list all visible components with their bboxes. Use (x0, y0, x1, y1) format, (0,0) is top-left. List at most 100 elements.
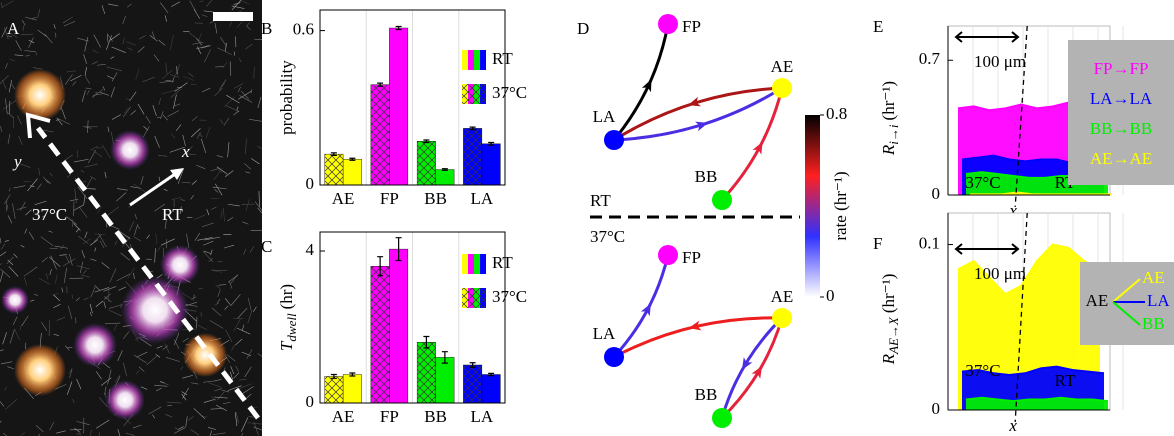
scale-arrow (954, 31, 1020, 43)
fiber (246, 349, 253, 359)
fiber (108, 309, 122, 317)
fiber (107, 33, 109, 43)
edge (613, 86, 783, 142)
fiber (89, 303, 93, 314)
fiber (95, 371, 102, 380)
fiber (113, 324, 118, 331)
fiber (6, 256, 14, 265)
x-tick-label: AE (332, 407, 355, 426)
y-label-main: R (879, 353, 898, 365)
legend-swatch (468, 254, 474, 274)
fiber (157, 246, 161, 252)
fiber (64, 345, 70, 351)
fiber (143, 126, 150, 138)
y-tick-label: 0 (306, 174, 315, 193)
fiber (200, 138, 207, 154)
fiber (33, 294, 39, 296)
x-tick-label: LA (471, 407, 494, 426)
fiber (254, 38, 262, 40)
fiber (194, 232, 200, 241)
region-label: 37°C (965, 173, 1000, 192)
fiber (197, 46, 202, 54)
fiber (153, 54, 160, 62)
fiber (210, 249, 213, 256)
fiber (81, 90, 86, 102)
fiber (217, 47, 232, 55)
node-label: BB (695, 167, 718, 186)
y-axis-label: Ri→i (hr⁻¹) (879, 81, 901, 156)
fiber (161, 69, 173, 80)
fiber (126, 41, 136, 46)
y-tick-label: 0.1 (919, 233, 940, 252)
y-tick-label: 4 (306, 240, 315, 259)
edge-arrow (752, 141, 763, 155)
fiber (184, 153, 196, 156)
fiber (241, 324, 245, 332)
fiber (69, 198, 79, 202)
fiber (222, 401, 231, 405)
fiber (170, 88, 182, 98)
bar-hatch (324, 376, 344, 403)
fiber (82, 238, 91, 245)
fiber (245, 171, 251, 174)
node (604, 130, 624, 150)
fiber (191, 128, 201, 138)
fiber (182, 337, 189, 343)
fiber (17, 115, 22, 125)
fiber (205, 0, 213, 7)
fiber (209, 430, 212, 436)
fiber (220, 209, 223, 219)
y-label-unit: (hr⁻¹) (879, 274, 898, 314)
fiber (122, 37, 125, 45)
fiber (245, 43, 253, 50)
fiber (67, 346, 73, 349)
fiber (225, 42, 227, 52)
fiber (253, 426, 262, 431)
fiber (208, 382, 222, 388)
x-tick-label: BB (424, 189, 447, 208)
fiber (233, 319, 241, 332)
fiber (89, 311, 92, 317)
plot-frame (319, 231, 506, 404)
x-tick-label: LA (471, 189, 494, 208)
fiber (0, 349, 4, 352)
fiber (198, 32, 202, 40)
fiber (120, 303, 122, 309)
legend-label: BB (1142, 314, 1165, 333)
fiber (84, 66, 87, 76)
node-label: AE (771, 57, 794, 76)
fiber (69, 277, 84, 279)
fiber (68, 368, 73, 374)
legend-label: RT (492, 253, 513, 272)
y-label-main: T (277, 340, 296, 351)
fiber (182, 31, 190, 33)
fiber (135, 68, 140, 80)
fiber (178, 426, 184, 430)
fiber (102, 86, 106, 91)
fiber (223, 244, 235, 249)
group-label: RT (590, 191, 611, 210)
fiber (257, 145, 262, 150)
fiber (137, 46, 145, 53)
fiber (175, 64, 181, 76)
legend-label: FP→FP (1094, 59, 1149, 78)
fiber (90, 287, 96, 298)
error-bar (377, 256, 384, 277)
fiber (123, 107, 130, 114)
fiber (99, 240, 105, 249)
fiber (233, 110, 240, 116)
region-label: 37°C (965, 361, 1000, 380)
fiber (174, 427, 186, 434)
y-tick-label: 0 (932, 184, 941, 203)
fiber (241, 351, 252, 357)
node (712, 190, 732, 210)
fiber (205, 126, 211, 139)
edge (612, 254, 670, 359)
axis-x-label: x (181, 142, 190, 161)
fiber (257, 353, 262, 357)
fiber (236, 106, 239, 111)
legend-label: LA (1147, 291, 1170, 310)
fiber (136, 370, 140, 375)
fiber (212, 432, 226, 436)
fiber (237, 91, 252, 100)
